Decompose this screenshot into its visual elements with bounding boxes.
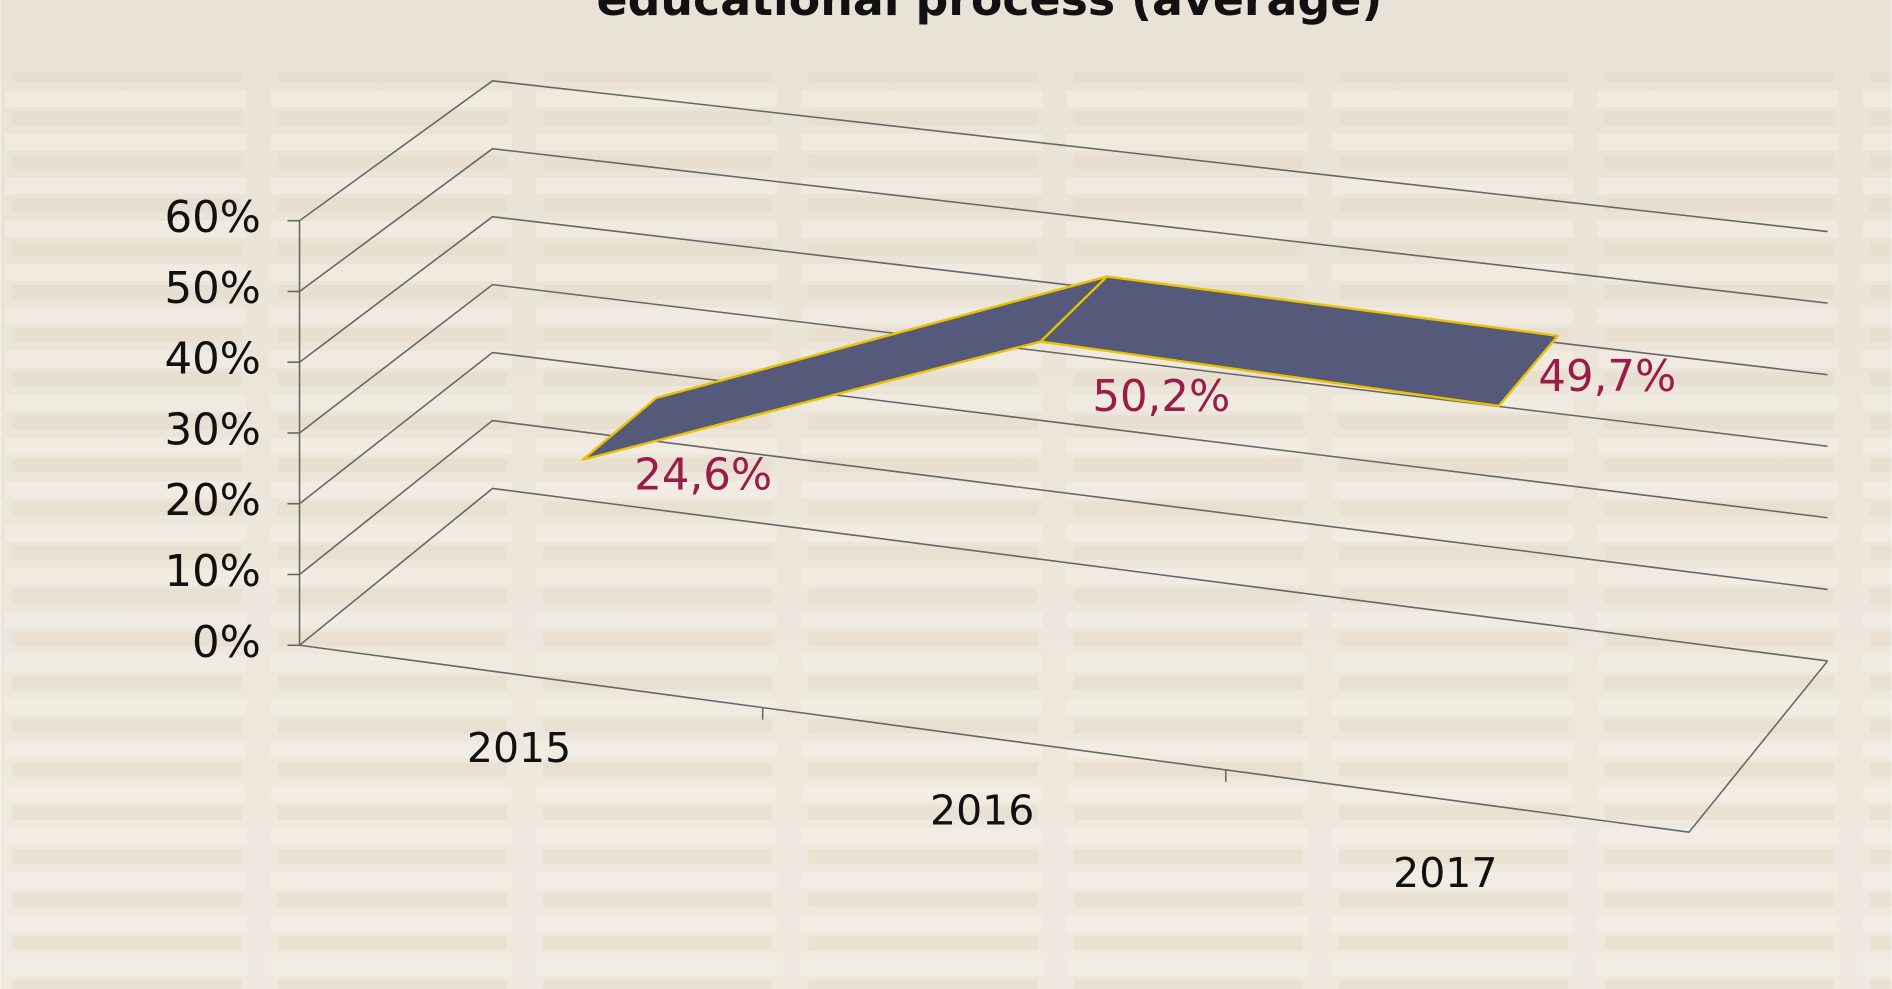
y-tick-label: 50% — [164, 264, 260, 314]
chart: educational process (average) 0% 10% 20% 30… — [0, 0, 1892, 989]
y-tick-label: 30% — [164, 405, 260, 455]
y-tick-label: 20% — [164, 476, 260, 526]
chart-title: educational process (average) — [597, 0, 1383, 26]
y-tick-label: 10% — [164, 547, 260, 597]
x-tick-label: 2016 — [930, 787, 1034, 835]
y-tick-label: 60% — [164, 193, 260, 243]
value-label: 49,7% — [1538, 352, 1676, 402]
value-label: 24,6% — [634, 450, 772, 500]
background-books — [0, 72, 1891, 989]
x-tick-label: 2017 — [1393, 849, 1497, 897]
y-tick-label: 0% — [192, 618, 261, 668]
value-label: 50,2% — [1092, 372, 1230, 422]
x-tick-label: 2015 — [467, 724, 571, 772]
y-tick-label: 40% — [164, 335, 260, 385]
